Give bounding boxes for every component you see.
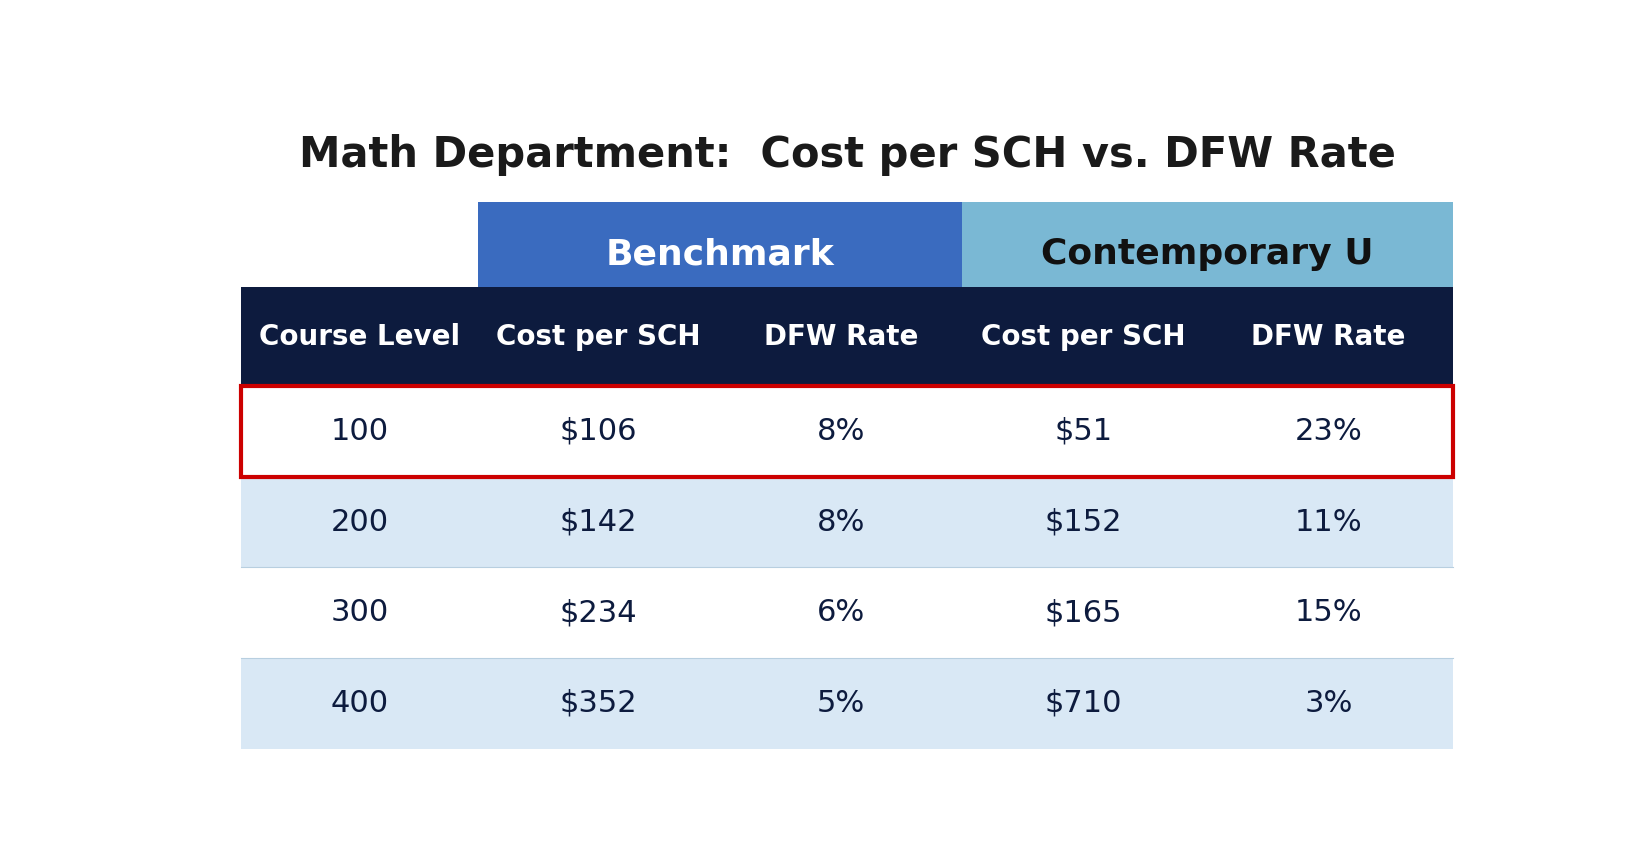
Text: $352: $352	[560, 689, 638, 718]
Bar	[962, 202, 1452, 307]
Text: 400: 400	[330, 689, 389, 718]
Text: 23%: 23%	[1294, 417, 1363, 446]
Text: $710: $710	[1045, 689, 1122, 718]
Bar	[241, 386, 1452, 477]
Text: Contemporary U: Contemporary U	[1040, 237, 1374, 271]
Text: DFW Rate: DFW Rate	[764, 323, 918, 351]
Text: Course Level: Course Level	[259, 323, 461, 351]
Text: DFW Rate: DFW Rate	[1252, 323, 1405, 351]
Text: $234: $234	[560, 598, 638, 627]
Text: 200: 200	[330, 508, 389, 537]
Text: 5%: 5%	[817, 689, 864, 718]
Bar	[477, 202, 962, 307]
Text: 300: 300	[330, 598, 389, 627]
Bar	[241, 477, 1452, 568]
Bar	[241, 658, 1452, 749]
Text: $51: $51	[1053, 417, 1112, 446]
Bar	[241, 288, 1452, 386]
Text: 3%: 3%	[1304, 689, 1353, 718]
Text: 11%: 11%	[1294, 508, 1363, 537]
Bar	[241, 568, 1452, 658]
Text: Cost per SCH: Cost per SCH	[497, 323, 702, 351]
Text: $106: $106	[560, 417, 638, 446]
Text: 8%: 8%	[817, 508, 864, 537]
Text: 15%: 15%	[1294, 598, 1363, 627]
Text: 8%: 8%	[817, 417, 864, 446]
Text: $165: $165	[1045, 598, 1122, 627]
Text: Cost per SCH: Cost per SCH	[982, 323, 1185, 351]
Text: $142: $142	[560, 508, 638, 537]
Text: 100: 100	[330, 417, 389, 446]
Text: Math Department:  Cost per SCH vs. DFW Rate: Math Department: Cost per SCH vs. DFW Ra…	[298, 134, 1395, 176]
Text: $152: $152	[1045, 508, 1122, 537]
Text: 6%: 6%	[817, 598, 864, 627]
Text: Benchmark: Benchmark	[606, 237, 834, 271]
Bar	[241, 386, 1452, 477]
